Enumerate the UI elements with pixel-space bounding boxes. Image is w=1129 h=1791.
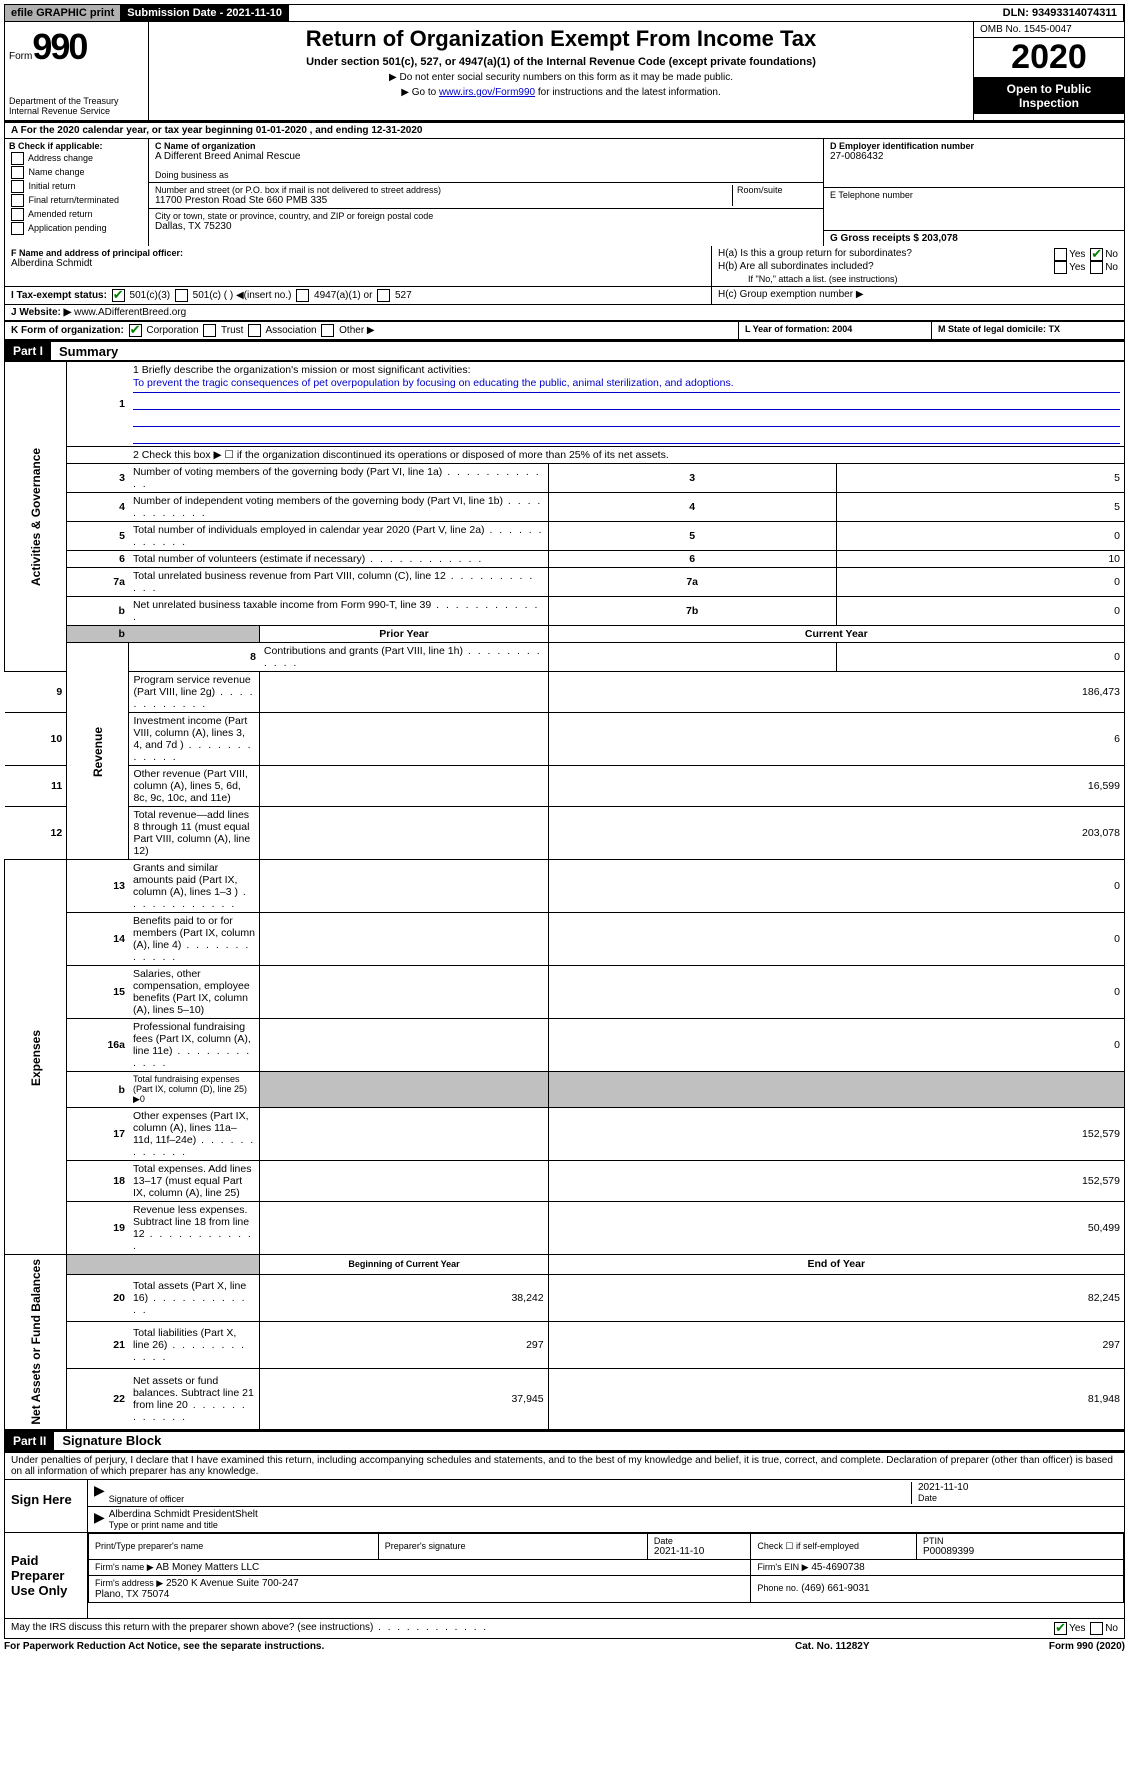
dba-label: Doing business as [155, 170, 817, 180]
name-label: C Name of organization [155, 141, 817, 151]
form-word: Form [9, 51, 32, 62]
main-title: Return of Organization Exempt From Incom… [157, 26, 965, 52]
tax-status-label: I Tax-exempt status: [11, 290, 107, 301]
tax-year: 2020 [974, 38, 1124, 78]
officer-label: F Name and address of principal officer: [11, 248, 705, 258]
side-netassets: Net Assets or Fund Balances [5, 1255, 67, 1430]
note-link: ▶ Go to www.irs.gov/Form990 for instruct… [157, 87, 965, 98]
open-public-badge: Open to Public Inspection [974, 78, 1124, 114]
department-label: Department of the Treasury Internal Reve… [9, 96, 144, 116]
city-label: City or town, state or province, country… [155, 211, 817, 221]
discuss-question: May the IRS discuss this return with the… [11, 1622, 1052, 1635]
hb-note: If "No," attach a list. (see instruction… [718, 274, 1118, 284]
ein-label: D Employer identification number [830, 141, 1118, 151]
summary-table: Activities & Governance 1 1 Briefly desc… [4, 361, 1125, 1430]
subtitle: Under section 501(c), 527, or 4947(a)(1)… [157, 56, 965, 68]
part1-header: Part I Summary [4, 340, 1125, 361]
phone-e-label: E Telephone number [830, 190, 1118, 200]
side-ag: Activities & Governance [5, 362, 67, 672]
hc-label: H(c) Group exemption number ▶ [712, 287, 1124, 304]
box-b: B Check if applicable: Address change Na… [5, 139, 149, 246]
omb-number: OMB No. 1545-0047 [974, 22, 1124, 38]
side-expenses: Expenses [5, 860, 67, 1255]
top-toolbar: efile GRAPHIC print Submission Date - 20… [4, 4, 1125, 22]
side-revenue: Revenue [67, 643, 129, 860]
penalty-text: Under penalties of perjury, I declare th… [5, 1453, 1124, 1480]
paid-preparer-label: Paid Preparer Use Only [5, 1533, 88, 1618]
dln-label: DLN: 93493314074311 [997, 5, 1124, 21]
efile-button[interactable]: efile GRAPHIC print [5, 5, 121, 21]
note-ssn: ▶ Do not enter social security numbers o… [157, 72, 965, 83]
street-address: 11700 Preston Road Ste 660 PMB 335 [155, 195, 732, 206]
hb-label: H(b) Are all subordinates included? [718, 261, 874, 274]
form-header: Form990 Department of the Treasury Inter… [4, 22, 1125, 121]
gross-receipts: G Gross receipts $ 203,078 [830, 233, 1118, 244]
form-org-label: K Form of organization: [11, 325, 124, 336]
addr-label: Number and street (or P.O. box if mail i… [155, 185, 732, 195]
discuss-no-checkbox[interactable] [1090, 1622, 1103, 1635]
year-formation: L Year of formation: 2004 [738, 322, 931, 339]
sign-here-label: Sign Here [5, 1480, 88, 1532]
irs-link[interactable]: www.irs.gov/Form990 [439, 87, 535, 98]
period-row: A For the 2020 calendar year, or tax yea… [4, 121, 1125, 139]
footer: For Paperwork Reduction Act Notice, see … [4, 1639, 1125, 1654]
discuss-yes-checkbox[interactable] [1054, 1622, 1067, 1635]
website-label: J Website: ▶ [11, 307, 71, 318]
state-domicile: M State of legal domicile: TX [931, 322, 1124, 339]
submission-date-button[interactable]: Submission Date - 2021-11-10 [121, 5, 289, 21]
entity-info-grid: B Check if applicable: Address change Na… [4, 139, 1125, 246]
officer-name: Alberdina Schmidt [11, 258, 705, 269]
signature-section: Under penalties of perjury, I declare th… [4, 1451, 1125, 1639]
org-name: A Different Breed Animal Rescue [155, 151, 817, 162]
website-value: www.ADifferentBreed.org [74, 307, 186, 318]
city-state-zip: Dallas, TX 75230 [155, 221, 817, 232]
ha-label: H(a) Is this a group return for subordin… [718, 248, 912, 261]
room-label: Room/suite [732, 185, 817, 206]
mission-text: To prevent the tragic consequences of pe… [133, 376, 1120, 393]
form-number: 990 [32, 26, 86, 67]
part2-header: Part II Signature Block [4, 1430, 1125, 1451]
ein-value: 27-0086432 [830, 151, 1118, 162]
